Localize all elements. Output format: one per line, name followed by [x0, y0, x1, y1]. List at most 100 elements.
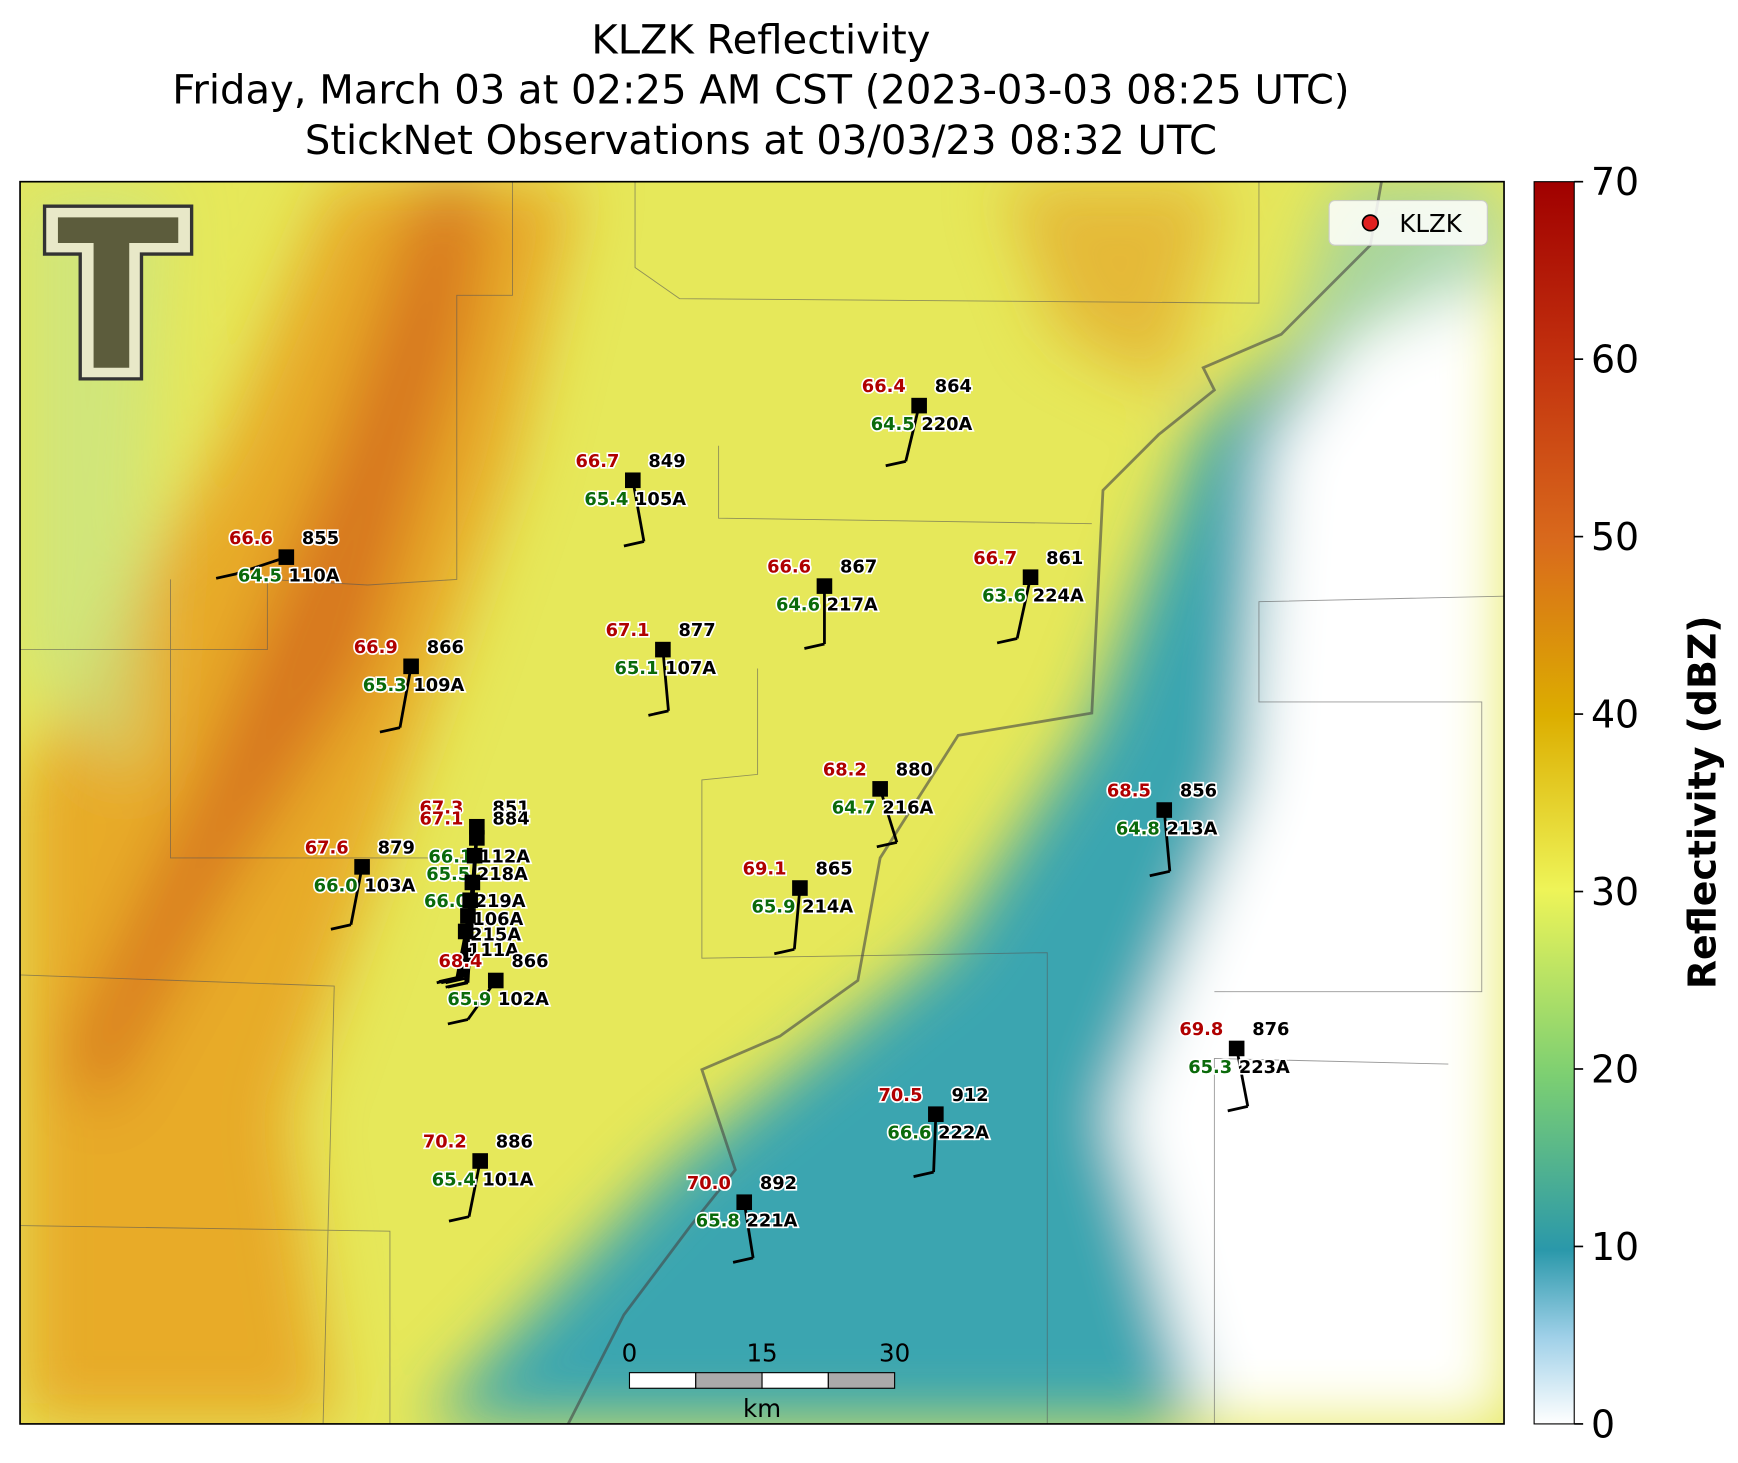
scale-segment [695, 1372, 763, 1389]
radar-field [20, 181, 1505, 1424]
station-marker [792, 880, 808, 896]
wind-barb [804, 642, 825, 650]
legend-label: KLZK [1399, 209, 1462, 238]
dewpoint: 66.0 [424, 891, 468, 912]
pressure: 864 [935, 376, 972, 397]
scale-tick-label: 30 [879, 1339, 910, 1368]
station-id: 216A [882, 797, 933, 818]
pressure: 912 [951, 1085, 988, 1106]
pressure: 855 [302, 528, 339, 549]
pressure: 886 [496, 1132, 533, 1153]
wind-barb [876, 840, 898, 849]
colorbar-tick-label: 20 [1591, 1047, 1639, 1091]
county-lines [20, 181, 1505, 1424]
wind-barb [885, 459, 907, 468]
colorbar [1533, 181, 1575, 1425]
dewpoint: 65.4 [584, 489, 628, 510]
pressure: 877 [678, 620, 715, 641]
station-marker [460, 908, 476, 924]
station-marker [457, 923, 474, 940]
wind-barb [878, 788, 899, 843]
temperature: 70.2 [423, 1132, 467, 1153]
temperature: 67.1 [606, 620, 650, 641]
wind-barb [1149, 869, 1171, 878]
temperature: 69.1 [743, 859, 787, 880]
station-marker [655, 641, 671, 658]
temperature: 67.1 [420, 809, 464, 830]
temperature: 68.2 [823, 760, 867, 781]
dewpoint: 64.5 [871, 414, 915, 435]
wind-barb [904, 405, 921, 462]
wind-barb [1015, 576, 1032, 639]
station-marker [354, 859, 370, 875]
temperature: 67.3 [420, 797, 464, 818]
dewpoint: 65.9 [447, 989, 491, 1010]
wind-barb [447, 1018, 469, 1026]
wind-barb [648, 709, 669, 717]
wind-barb [448, 1215, 470, 1223]
wind-barb [932, 1114, 938, 1173]
scale-segment [761, 1372, 829, 1389]
dewpoint: 65.3 [1188, 1057, 1232, 1078]
wind-barb [623, 540, 645, 548]
station-id: 214A [802, 897, 853, 918]
pressure: 876 [1252, 1019, 1289, 1040]
station-id: 221A [746, 1211, 797, 1232]
scale-segment [827, 1372, 896, 1389]
wind-barb [436, 976, 458, 985]
wind-barb [447, 981, 469, 989]
temperature: 70.5 [879, 1085, 923, 1106]
station-id: 102A [498, 989, 549, 1010]
dewpoint: 65.8 [696, 1211, 740, 1232]
wind-barb [349, 866, 364, 926]
wind-barb [379, 726, 401, 734]
colorbar-tick-label: 0 [1591, 1402, 1615, 1446]
legend: KLZK [1328, 200, 1488, 246]
station-marker [1228, 1040, 1245, 1057]
dewpoint: 65.5 [426, 864, 470, 885]
station-marker [928, 1106, 944, 1122]
station-id: 101A [482, 1169, 533, 1190]
wind-barb [661, 649, 670, 712]
pressure: 879 [378, 837, 415, 858]
dewpoint: 64.5 [238, 566, 282, 587]
station-id: 219A [475, 891, 526, 912]
wind-barb [330, 923, 352, 931]
station-id: 224A [1033, 586, 1084, 607]
wind-barb [773, 947, 795, 956]
station-id: 107A [665, 658, 716, 679]
wind-barb [742, 1201, 755, 1259]
station-marker [1156, 802, 1173, 818]
station-marker [462, 892, 478, 909]
station-id: 223A [1239, 1057, 1290, 1078]
temperature: 66.4 [862, 376, 906, 397]
dewpoint: 63.6 [982, 586, 1026, 607]
station-marker [736, 1194, 753, 1211]
dewpoint: 64.8 [1116, 819, 1160, 840]
station-marker [403, 658, 419, 675]
wind-barb [215, 572, 237, 580]
legend-marker [1361, 214, 1379, 232]
station-id: 111A [468, 940, 519, 961]
scale-unit: km [743, 1394, 781, 1423]
temperature: 70.0 [687, 1173, 731, 1194]
station-id: 220A [921, 414, 972, 435]
temperature: 66.7 [973, 548, 1017, 569]
state-border [566, 181, 1383, 1424]
station-id: 112A [479, 846, 530, 867]
station-marker [816, 578, 833, 594]
station-id: 106A [472, 909, 523, 930]
station-marker [487, 972, 504, 989]
dewpoint: 64.6 [776, 595, 820, 616]
wind-barb [1227, 1105, 1249, 1113]
temperature: 66.7 [575, 451, 619, 472]
wind-barb [1235, 1048, 1250, 1107]
scale-tick-label: 0 [622, 1339, 638, 1368]
colorbar-label: Reflectivity (dBZ) [1681, 615, 1725, 989]
station-marker [469, 830, 485, 846]
temperature: 69.8 [1179, 1019, 1223, 1040]
pressure: 880 [896, 760, 933, 781]
pressure: 849 [648, 451, 685, 472]
station-marker [911, 397, 927, 414]
